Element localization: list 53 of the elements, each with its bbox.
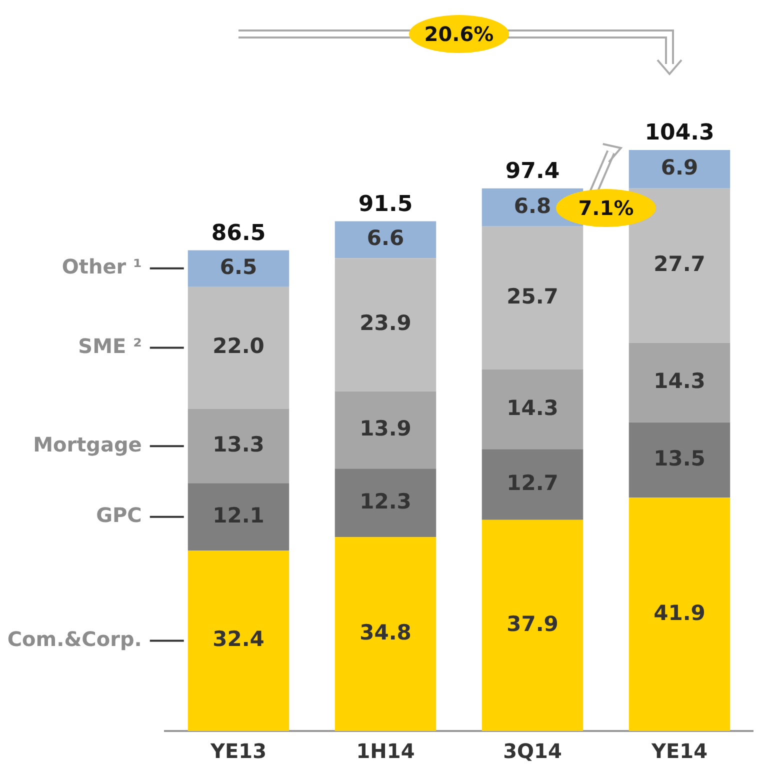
bar [188, 250, 290, 286]
bar [628, 342, 730, 422]
bar [334, 391, 436, 469]
total-label: 86.5 [211, 220, 266, 246]
data-label: 6.8 [514, 194, 552, 218]
data-label: 14.3 [506, 396, 558, 420]
data-label: 32.4 [212, 627, 264, 652]
text: 20.6% [424, 22, 494, 46]
data-label: 12.3 [360, 489, 412, 514]
bar [334, 468, 436, 538]
text: Com.&Corp. [7, 626, 142, 651]
bar [482, 369, 584, 450]
data-label: 27.7 [654, 252, 706, 276]
bar [334, 258, 436, 392]
data-label: 41.9 [654, 600, 706, 625]
data-label: 6.6 [366, 226, 404, 250]
data-label: 13.9 [360, 416, 412, 440]
bar [334, 221, 436, 258]
x-tick-label: YE14 [650, 739, 708, 764]
total-label: 91.5 [358, 192, 413, 218]
x-tick-label: 1H14 [356, 739, 415, 764]
text: SME ² [78, 334, 142, 358]
data-label: 14.3 [654, 369, 706, 394]
bar [628, 150, 730, 188]
bar [334, 537, 436, 731]
data-label: 34.8 [360, 620, 412, 645]
data-label: 12.1 [212, 503, 264, 528]
data-label: 6.5 [220, 254, 258, 279]
data-label: 37.9 [506, 612, 558, 636]
annotation: 7.1% [578, 196, 634, 220]
bar [188, 483, 290, 551]
bar [628, 422, 730, 498]
x-tick-label: 3Q14 [503, 739, 562, 764]
bar [482, 520, 584, 731]
x-tick-label: YE13 [210, 739, 266, 764]
data-label: 23.9 [360, 311, 412, 336]
data-label: 13.3 [212, 432, 264, 457]
data-label: 6.9 [660, 156, 698, 180]
total-label: 97.4 [505, 159, 560, 184]
data-label: 22.0 [212, 334, 264, 358]
bar [482, 226, 584, 370]
text: Other ¹ [62, 254, 142, 279]
bar [188, 550, 290, 731]
text: Mortgage [33, 432, 142, 456]
text: GPC [96, 503, 142, 528]
bar [628, 498, 730, 731]
bar [188, 286, 290, 410]
bar [188, 409, 290, 484]
data-label: 12.7 [506, 470, 558, 495]
total-label: 104.3 [644, 120, 714, 146]
bar [482, 449, 584, 520]
data-label: 25.7 [506, 284, 558, 308]
data-label: 13.5 [654, 446, 706, 470]
